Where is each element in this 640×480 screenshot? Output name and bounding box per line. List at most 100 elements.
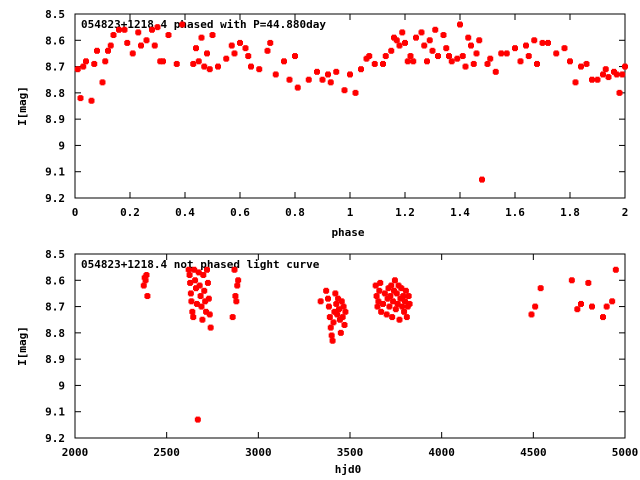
data-point	[325, 71, 331, 78]
data-point	[583, 60, 590, 67]
data-point	[609, 298, 616, 305]
data-point	[314, 68, 320, 75]
data-point	[386, 303, 393, 310]
data-point	[446, 53, 452, 60]
data-point	[528, 311, 535, 318]
data-point	[539, 39, 546, 46]
x-axis-label: phase	[331, 226, 364, 239]
data-point	[468, 42, 474, 49]
data-point	[401, 308, 408, 315]
x-tick-label: 1.6	[505, 206, 525, 219]
data-point	[317, 298, 324, 305]
data-point	[223, 55, 230, 62]
data-point	[190, 314, 197, 321]
phased-light-curve-panel: 054823+1218.4 phased with P=44.880day ph…	[16, 8, 628, 239]
data-point	[341, 321, 348, 328]
data-point	[443, 45, 450, 52]
chart-title: 054823+1218.4 phased with P=44.880day	[81, 18, 326, 31]
y-tick-label: 8.7	[45, 301, 65, 314]
data-point	[387, 293, 394, 300]
y-tick-label: 8.8	[45, 87, 65, 100]
data-point	[432, 26, 439, 33]
x-tick-label: 1.2	[395, 206, 415, 219]
data-point	[325, 295, 331, 302]
data-point	[602, 66, 609, 73]
data-point	[377, 279, 384, 286]
data-point	[465, 34, 472, 41]
data-point	[319, 76, 326, 83]
data-point	[80, 63, 87, 70]
data-point	[337, 329, 344, 336]
data-point	[140, 282, 147, 289]
data-point	[448, 58, 455, 65]
data-point	[404, 58, 411, 65]
data-point	[395, 282, 402, 289]
data-point	[385, 285, 392, 292]
data-point	[94, 47, 100, 54]
y-tick-label: 8.9	[45, 353, 65, 366]
data-point	[612, 266, 619, 273]
data-point	[336, 306, 342, 313]
data-point	[272, 71, 279, 78]
data-point	[561, 45, 568, 52]
data-point	[574, 306, 581, 313]
data-point	[613, 71, 620, 78]
data-point	[329, 337, 336, 344]
data-point	[553, 50, 560, 57]
data-point	[390, 298, 397, 305]
data-point	[143, 272, 150, 279]
data-point	[396, 42, 403, 49]
data-point	[578, 63, 584, 70]
data-point	[204, 50, 210, 57]
data-point	[188, 298, 195, 305]
data-point	[331, 308, 338, 315]
data-point	[229, 314, 236, 321]
data-point	[237, 39, 243, 46]
data-point	[129, 50, 136, 57]
data-point	[382, 53, 389, 60]
data-point	[517, 58, 524, 65]
data-point	[394, 300, 401, 307]
x-tick-label: 2	[622, 206, 629, 219]
data-point	[195, 269, 202, 276]
data-point	[435, 53, 441, 60]
y-axis-label: I[mag]	[16, 326, 29, 366]
y-tick-label: 9	[58, 139, 65, 152]
data-point	[186, 272, 193, 279]
data-point	[242, 45, 249, 52]
data-point	[135, 29, 142, 36]
x-tick-label: 1	[347, 206, 354, 219]
data-point	[121, 26, 128, 33]
data-point	[503, 50, 510, 57]
data-point	[487, 55, 494, 62]
x-tick-label: 5000	[612, 446, 639, 459]
data-point	[328, 332, 335, 339]
y-tick-label: 8.5	[45, 8, 65, 21]
data-point	[151, 42, 158, 49]
y-tick-label: 8.9	[45, 113, 65, 126]
data-point	[372, 282, 379, 289]
data-point	[339, 314, 346, 321]
data-point	[201, 63, 208, 70]
x-tick-label: 4000	[428, 446, 455, 459]
data-point	[380, 60, 386, 67]
data-point	[410, 58, 417, 65]
data-point	[473, 50, 480, 57]
y-axis-label: I[mag]	[16, 86, 29, 126]
data-point	[400, 293, 407, 300]
data-point	[537, 285, 544, 292]
data-point	[391, 287, 397, 294]
data-point	[589, 76, 595, 83]
data-point	[567, 58, 573, 65]
data-point	[525, 53, 532, 60]
data-point	[358, 66, 364, 73]
data-point	[142, 277, 149, 284]
data-point	[160, 58, 166, 65]
data-point	[107, 42, 114, 49]
data-point	[327, 324, 334, 331]
data-point	[292, 53, 298, 60]
data-point	[457, 21, 463, 28]
data-point	[399, 303, 406, 310]
data-point	[403, 314, 410, 321]
data-point	[402, 298, 408, 305]
